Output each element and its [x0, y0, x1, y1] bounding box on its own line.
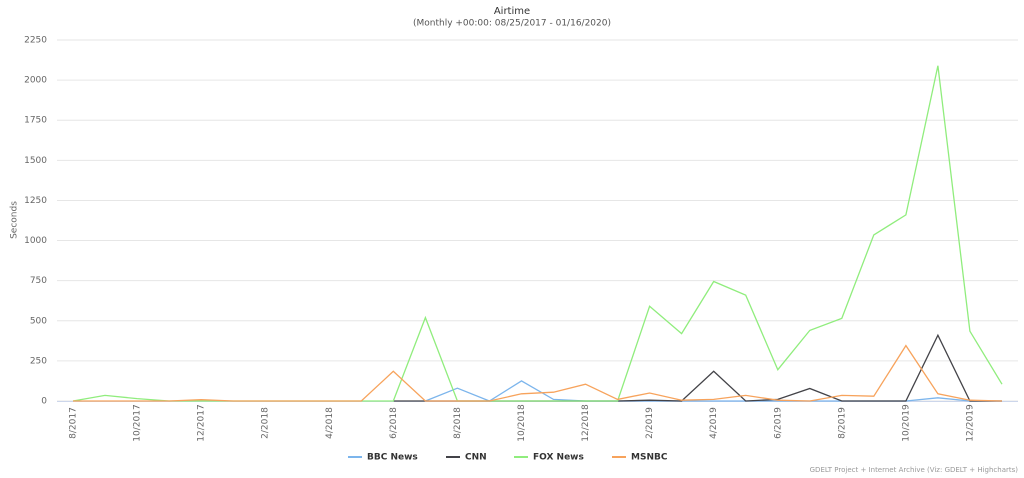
y-tick-label: 500 — [30, 316, 47, 326]
series-line — [425, 380, 1002, 402]
x-tick-label: 2/2019 — [645, 407, 655, 439]
y-tick-label: 1250 — [24, 196, 47, 206]
legend-label: CNN — [465, 453, 487, 463]
y-tick-label: 2000 — [24, 76, 47, 86]
chart-title: Airtime — [494, 6, 530, 17]
y-tick-label: 1500 — [24, 156, 47, 166]
x-tick-label: 8/2017 — [69, 407, 79, 439]
y-tick-label: 1000 — [24, 236, 47, 246]
series-line — [72, 65, 1003, 402]
series-line — [73, 344, 1003, 402]
legend-item[interactable]: FOX News — [514, 453, 584, 463]
legend-item[interactable]: BBC News — [348, 453, 418, 463]
credits: GDELT Project + Internet Archive (Viz: G… — [810, 466, 1019, 474]
y-tick-label: 0 — [41, 397, 47, 407]
series-line — [393, 333, 1002, 402]
x-tick-label: 4/2019 — [709, 407, 719, 439]
y-tick-label: 2250 — [24, 36, 47, 46]
y-tick-label: 1750 — [24, 116, 47, 126]
x-tick-label: 12/2019 — [965, 404, 975, 442]
legend-item[interactable]: MSNBC — [612, 453, 668, 463]
x-tick-label: 8/2019 — [837, 407, 847, 439]
chart-subtitle: (Monthly +00:00: 08/25/2017 - 01/16/2020… — [413, 19, 611, 29]
y-axis-title: Seconds — [10, 201, 20, 239]
x-tick-label: 12/2017 — [197, 404, 207, 441]
legend-label: BBC News — [367, 453, 418, 463]
x-tick-label: 8/2018 — [453, 407, 463, 439]
x-tick-label: 6/2019 — [773, 407, 783, 439]
x-tick-label: 10/2017 — [133, 404, 143, 441]
legend-label: FOX News — [533, 453, 584, 463]
y-tick-label: 750 — [30, 276, 47, 286]
x-tick-label: 4/2018 — [325, 407, 335, 439]
x-tick-label: 10/2018 — [517, 404, 527, 442]
x-tick-label: 10/2019 — [901, 404, 911, 442]
y-tick-label: 250 — [30, 356, 47, 366]
x-tick-label: 6/2018 — [389, 407, 399, 439]
legend-label: MSNBC — [631, 453, 668, 463]
legend-item[interactable]: CNN — [446, 453, 487, 463]
x-tick-label: 12/2018 — [581, 404, 591, 442]
x-tick-label: 2/2018 — [261, 407, 271, 439]
